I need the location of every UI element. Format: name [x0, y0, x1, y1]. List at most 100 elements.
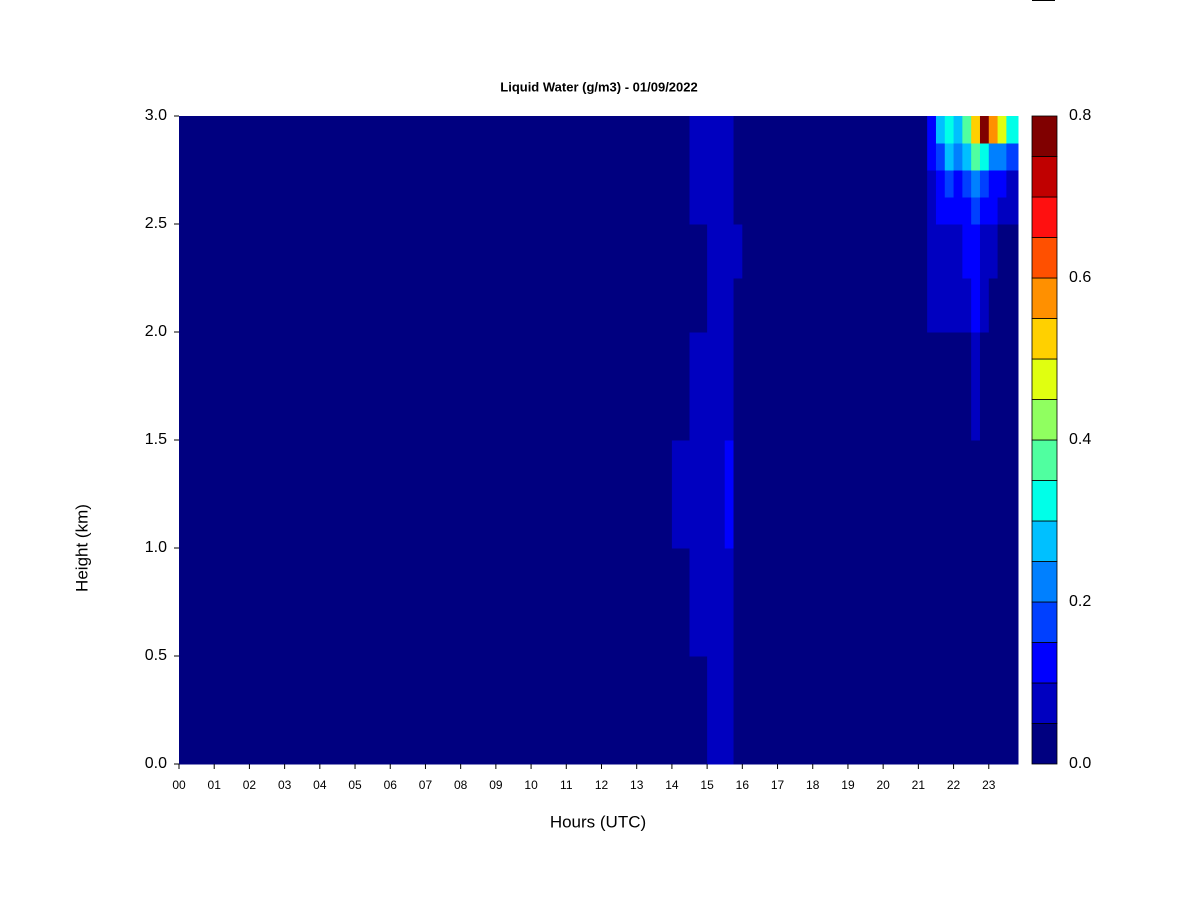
heatmap-cell	[707, 224, 717, 279]
heatmap-cell	[944, 116, 955, 144]
heatmap-cell	[724, 143, 735, 171]
heatmap-cell	[707, 170, 717, 198]
colorbar-tick-label: 0.0	[1069, 755, 1091, 772]
x-tick-label: 08	[454, 778, 468, 792]
heatmap-cell	[971, 278, 981, 333]
heatmap-cell	[935, 116, 946, 144]
x-tick-label: 15	[700, 778, 714, 792]
x-tick-label: 22	[947, 778, 961, 792]
heatmap-cell	[953, 278, 963, 333]
heatmap-cell	[733, 224, 743, 279]
heatmap-cell	[179, 170, 673, 198]
heatmap-cell	[724, 332, 735, 441]
x-axis-label: Hours (UTC)	[550, 812, 646, 831]
heatmap-cell	[927, 170, 937, 198]
colorbar-band	[1031, 318, 1058, 360]
colorbar-band	[1031, 601, 1058, 643]
colorbar-tick-label: 0.6	[1069, 269, 1091, 286]
heatmap-cell	[671, 332, 691, 441]
heatmap-cell	[671, 440, 691, 549]
heatmap-cell	[733, 116, 743, 144]
x-tick-label: 02	[243, 778, 257, 792]
heatmap-cell	[962, 116, 972, 144]
colorbar-band	[1031, 399, 1058, 441]
heatmap-cell	[671, 143, 691, 171]
heatmap-cell	[935, 278, 946, 333]
heatmap-cell	[715, 278, 726, 333]
heatmap-cell	[927, 440, 937, 549]
heatmap-cell	[944, 278, 955, 333]
x-tick-label: 10	[524, 778, 538, 792]
heatmap-cell	[997, 440, 1007, 549]
y-axis-label: Height (km)	[72, 504, 91, 592]
heatmap-cell	[979, 116, 990, 144]
colorbar-band	[1031, 358, 1058, 400]
heatmap-cell	[927, 278, 937, 333]
heatmap-cell	[733, 332, 743, 441]
heatmap-cell	[927, 143, 937, 171]
heatmap-cell	[179, 440, 673, 549]
x-tick-label: 12	[595, 778, 609, 792]
heatmap-cell	[1006, 197, 1019, 225]
heatmap-cell	[179, 278, 673, 333]
heatmap-cell	[707, 332, 717, 441]
colorbar-band	[1031, 156, 1058, 198]
heatmap-cell	[979, 170, 990, 198]
x-tick-label: 11	[560, 778, 573, 792]
heatmap-cell	[979, 224, 990, 279]
heatmap-cell	[971, 440, 981, 549]
heatmap-cell	[689, 116, 708, 144]
heatmap-cell	[1006, 548, 1019, 657]
colorbar-tick-label: 0.8	[1069, 107, 1091, 124]
heatmap-cell	[935, 224, 946, 279]
heatmap-cell	[742, 116, 928, 144]
heatmap-cell	[724, 197, 735, 225]
heatmap-cell	[988, 224, 999, 279]
colorbar-band	[1031, 642, 1058, 684]
heatmap-cell	[935, 197, 946, 225]
x-tick-label: 21	[912, 778, 926, 792]
heatmap-cell	[715, 116, 726, 144]
heatmap-cell	[944, 332, 955, 441]
heatmap-cell	[742, 224, 928, 279]
heatmap-cell	[1006, 332, 1019, 441]
x-tick-label: 09	[489, 778, 503, 792]
heatmap-cell	[1006, 278, 1019, 333]
x-tick-label: 20	[876, 778, 890, 792]
heatmap-cell	[689, 656, 708, 765]
heatmap-cell	[671, 197, 691, 225]
heatmap-cell	[671, 116, 691, 144]
heatmap-cell	[962, 170, 972, 198]
heatmap-cell	[724, 440, 735, 549]
heatmap-cell	[979, 278, 990, 333]
heatmap-cell	[927, 116, 937, 144]
heatmap-cell	[715, 143, 726, 171]
x-tick-label: 23	[982, 778, 996, 792]
x-tick-label: 00	[172, 778, 186, 792]
heatmap-cell	[927, 548, 937, 657]
heatmap-cell	[979, 548, 990, 657]
heatmap-cell	[971, 170, 981, 198]
heatmap-cell	[715, 548, 726, 657]
heatmap-cell	[935, 656, 946, 765]
heatmap-cell	[715, 656, 726, 765]
heatmap-cell	[962, 332, 972, 441]
heatmap-cell	[979, 440, 990, 549]
heatmap-cell	[179, 656, 673, 765]
heatmap-cell	[733, 170, 743, 198]
y-tick-label: 1.5	[145, 431, 167, 448]
heatmap-cell	[935, 170, 946, 198]
heatmap-cell	[742, 440, 928, 549]
heatmap-cell	[179, 332, 673, 441]
heatmap-cell	[953, 656, 963, 765]
heatmap-cell	[1006, 170, 1019, 198]
heatmap-cell	[689, 332, 708, 441]
heatmap-cell	[944, 656, 955, 765]
heatmap-cell	[742, 170, 928, 198]
chart-title: Liquid Water (g/m3) - 01/09/2022	[500, 79, 697, 94]
heatmap-cell	[724, 116, 735, 144]
heatmap-cell	[1006, 143, 1019, 171]
heatmap-cell	[742, 197, 928, 225]
heatmap-cell	[689, 548, 708, 657]
